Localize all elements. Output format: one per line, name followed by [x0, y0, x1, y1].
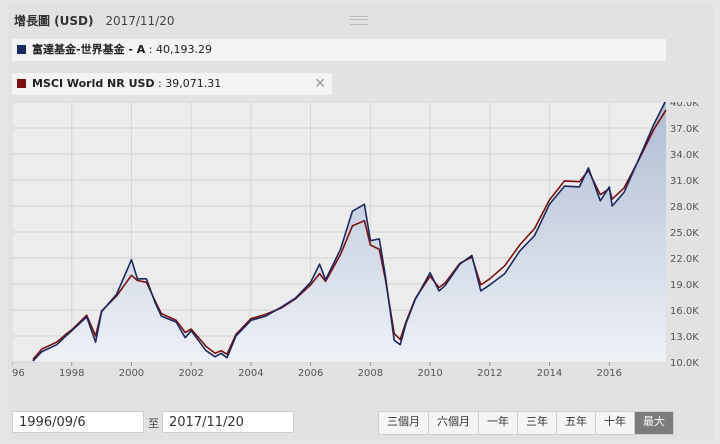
- range-selector: 三個月 六個月 一年 三年 五年 十年 最大: [378, 411, 674, 435]
- x-tick-label: 2014: [537, 368, 562, 378]
- chart-header: 增長圖 (USD) 2017/11/20: [14, 12, 175, 29]
- y-tick-label: 22.0K: [670, 254, 699, 265]
- y-tick-label: 19.0K: [670, 280, 699, 291]
- x-tick-label: 2016: [597, 368, 622, 378]
- legend-swatch-fund: [17, 45, 26, 54]
- range-button[interactable]: 三年: [518, 412, 557, 434]
- x-tick-label: 1998: [59, 368, 84, 378]
- legend-name: MSCI World NR USD: [32, 77, 155, 90]
- legend-item-fund: 富達基金-世界基金 - A : 40,193.29: [12, 39, 666, 61]
- range-button[interactable]: 一年: [479, 412, 518, 434]
- x-tick-label: 2012: [477, 368, 502, 378]
- y-tick-label: 16.0K: [670, 306, 699, 317]
- chart-title: 增長圖 (USD): [14, 14, 94, 28]
- series-lines: [32, 99, 667, 362]
- x-tick-label: 2000: [119, 368, 144, 378]
- y-axis-ticks: 10.0K 13.0K 16.0K 19.0K 22.0K 25.0K 28.0K 31.0K…: [670, 98, 699, 369]
- y-tick-label: 31.0K: [670, 176, 699, 187]
- growth-chart: 10.0K 13.0K 16.0K 19.0K 22.0K 25.0K 28.0K 31.0K…: [0, 98, 699, 379]
- growth-chart-svg: 10.0K 13.0K 16.0K 19.0K 22.0K 25.0K 28.0K 31.0K…: [0, 98, 699, 379]
- range-button[interactable]: 六個月: [429, 412, 479, 434]
- range-button[interactable]: 五年: [557, 412, 596, 434]
- to-separator: 至: [148, 417, 159, 430]
- y-tick-label: 10.0K: [670, 358, 699, 369]
- range-button[interactable]: 最大: [635, 412, 673, 434]
- range-button[interactable]: 十年: [596, 412, 635, 434]
- close-icon[interactable]: ✕: [314, 76, 326, 92]
- legend-label-index: MSCI World NR USD : 39,071.31: [32, 77, 222, 90]
- y-tick-label: 25.0K: [670, 228, 699, 239]
- y-tick-label: 13.0K: [670, 332, 699, 343]
- chart-date: 2017/11/20: [105, 14, 175, 28]
- legend-label-fund: 富達基金-世界基金 - A : 40,193.29: [32, 43, 212, 56]
- legend-name: 富達基金-世界基金 - A: [32, 43, 146, 56]
- y-tick-label: 28.0K: [670, 202, 699, 213]
- x-tick-label: 2010: [417, 368, 442, 378]
- to-date-input[interactable]: 2017/11/20: [162, 411, 294, 433]
- series-line: [32, 109, 667, 360]
- legend-value: 40,193.29: [156, 43, 212, 56]
- x-tick-label: 2006: [298, 368, 323, 378]
- legend-item-index: MSCI World NR USD : 39,071.31 ✕: [12, 73, 332, 95]
- y-tick-label: 40.0K: [670, 102, 699, 109]
- range-button[interactable]: 三個月: [379, 412, 429, 434]
- x-tick-label: 1996: [12, 368, 25, 378]
- from-date-input[interactable]: 1996/09/6: [12, 411, 144, 433]
- legend-swatch-index: [17, 79, 26, 88]
- x-axis-ticks: 1996 1998 2000 2002 2004 2006 2008 2010 2012 2014…: [0, 362, 622, 379]
- x-tick-label: 2004: [238, 368, 263, 378]
- y-tick-label: 37.0K: [670, 124, 699, 135]
- series-line: [32, 99, 667, 362]
- drag-handle-icon[interactable]: [350, 16, 368, 25]
- y-tick-label: 34.0K: [670, 150, 699, 161]
- legend-value: 39,071.31: [165, 77, 222, 90]
- x-tick-label: 2008: [358, 368, 383, 378]
- x-tick-label: 2002: [178, 368, 203, 378]
